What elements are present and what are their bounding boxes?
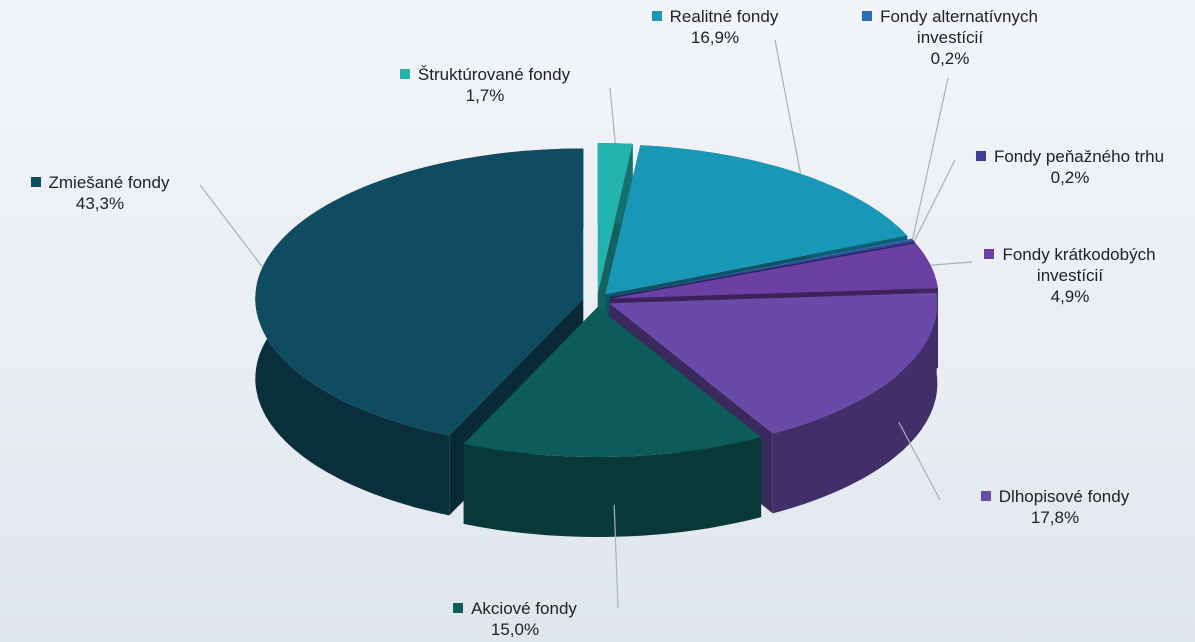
leader-line xyxy=(774,39,802,174)
data-label: Zmiešané fondy 43,3% xyxy=(0,172,200,214)
label-name: Dlhopisové fondy xyxy=(950,486,1160,507)
label-name: Štruktúrované fondy xyxy=(370,64,600,85)
leader-line xyxy=(613,504,619,609)
label-name: Fondy krátkodobých investícií xyxy=(960,244,1180,286)
label-name: Fondy peňažného trhu xyxy=(950,146,1190,167)
data-label: Fondy alternatívnych investícií 0,2% xyxy=(835,6,1065,69)
data-label: Dlhopisové fondy 17,8% xyxy=(950,486,1160,528)
slice xyxy=(597,143,633,293)
slice-side xyxy=(463,437,762,537)
category-label: Zmiešané fondy xyxy=(48,173,170,192)
leader-line xyxy=(609,87,616,144)
label-name: Fondy alternatívnych investícií xyxy=(835,6,1065,48)
label-name: Akciové fondy xyxy=(410,598,620,619)
leader-line xyxy=(911,77,949,240)
value-label: 16,9% xyxy=(690,28,740,47)
legend-marker xyxy=(399,69,410,79)
slice xyxy=(609,292,938,434)
value-label: 1,7% xyxy=(465,86,505,105)
data-label: Fondy peňažného trhu 0,2% xyxy=(950,146,1190,188)
leader-line xyxy=(898,421,941,501)
value-label: 4,9% xyxy=(1050,287,1090,306)
legend-marker xyxy=(862,11,873,21)
legend-marker xyxy=(980,491,991,501)
category-label: Fondy alternatívnych investícií xyxy=(880,7,1038,47)
slice xyxy=(610,240,915,298)
legend-marker xyxy=(453,603,464,613)
category-label: Realitné fondy xyxy=(669,7,779,26)
label-name: Zmiešané fondy xyxy=(0,172,200,193)
legend-marker xyxy=(975,151,986,161)
category-label: Dlhopisové fondy xyxy=(998,487,1130,506)
slice xyxy=(605,145,908,295)
value-label: 43,3% xyxy=(75,194,125,213)
data-label: Akciové fondy 15,0% xyxy=(410,598,620,640)
slice xyxy=(255,148,584,436)
value-label: 17,8% xyxy=(1030,508,1080,527)
slice xyxy=(463,307,762,457)
slice xyxy=(610,243,938,299)
leader-line xyxy=(199,184,264,268)
value-label: 0,2% xyxy=(930,49,970,68)
leader-line xyxy=(930,261,973,266)
category-label: Fondy krátkodobých investícií xyxy=(1002,245,1156,285)
data-label: Fondy krátkodobých investícií 4,9% xyxy=(960,244,1180,307)
category-label: Štruktúrované fondy xyxy=(417,65,571,84)
data-label: Realitné fondy 16,9% xyxy=(630,6,800,48)
legend-marker xyxy=(651,11,662,21)
category-label: Akciové fondy xyxy=(471,599,577,618)
category-label: Fondy peňažného trhu xyxy=(993,147,1165,166)
leader-line xyxy=(913,159,956,242)
legend-marker xyxy=(984,249,995,259)
value-label: 15,0% xyxy=(490,620,540,639)
value-label: 0,2% xyxy=(1050,168,1090,187)
data-label: Štruktúrované fondy 1,7% xyxy=(370,64,600,106)
label-name: Realitné fondy xyxy=(630,6,800,27)
slice-side xyxy=(772,292,938,514)
slice xyxy=(609,238,914,298)
legend-marker xyxy=(30,177,41,187)
